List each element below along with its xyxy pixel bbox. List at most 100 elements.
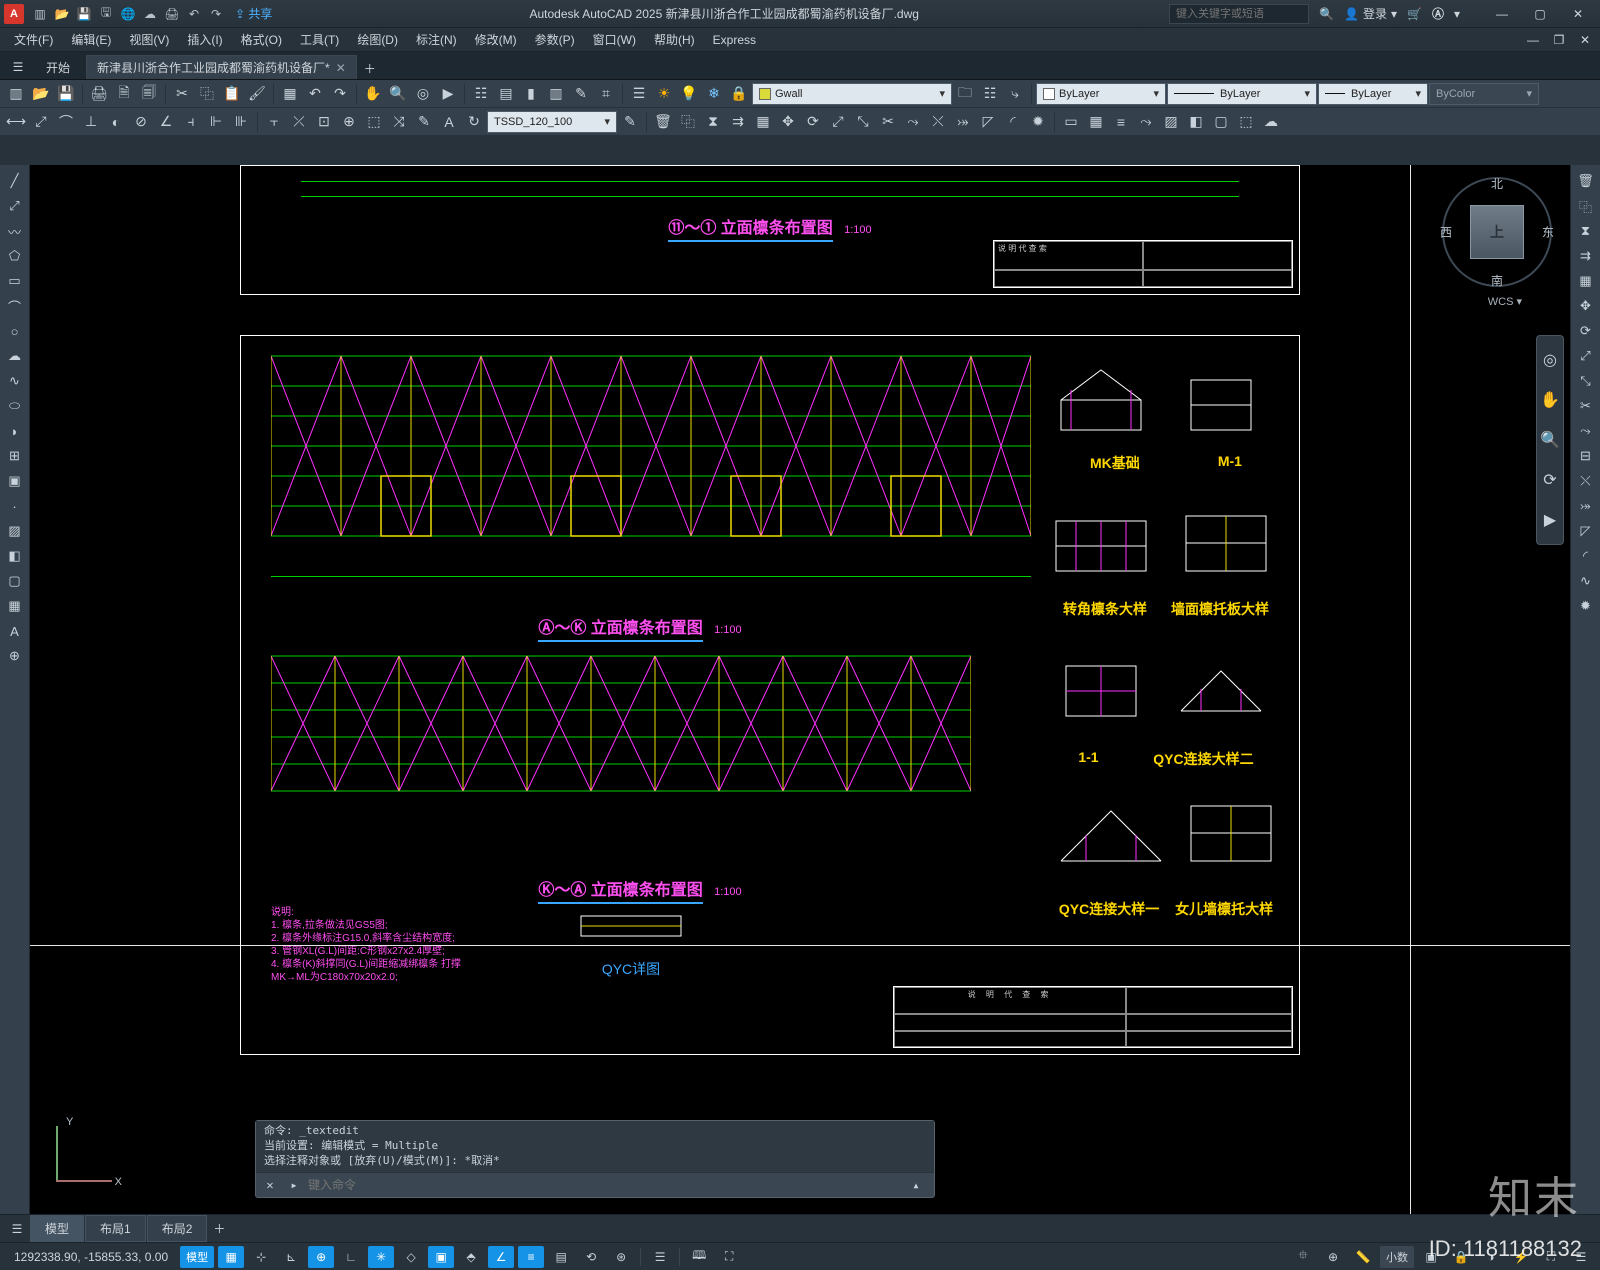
viewcube-east[interactable]: 东: [1542, 224, 1554, 241]
tb-plot-icon[interactable]: 🖨: [87, 82, 111, 106]
menu-file[interactable]: 文件(F): [6, 28, 61, 51]
tb-tolerance-icon[interactable]: ⊡: [312, 110, 336, 134]
viewcube-top[interactable]: 上: [1470, 205, 1524, 259]
rt-stretch-icon[interactable]: ⤡: [1573, 369, 1599, 393]
rt-explode-icon[interactable]: ✹: [1573, 594, 1599, 618]
help-dropdown-icon[interactable]: ▾: [1454, 7, 1460, 21]
tab-start[interactable]: 开始: [32, 55, 84, 79]
tb-light-icon[interactable]: 💡: [677, 82, 701, 106]
search-icon[interactable]: 🔍: [1319, 7, 1334, 21]
tb-explode-icon[interactable]: ✹: [1026, 110, 1050, 134]
status-annomonitor-icon[interactable]: ⊕: [1320, 1246, 1346, 1268]
rt-rotate-icon[interactable]: ⟳: [1573, 319, 1599, 343]
menu-insert[interactable]: 插入(I): [179, 28, 230, 51]
rt-mirror-icon[interactable]: ⧗: [1573, 219, 1599, 243]
tb-layer-prop-icon[interactable]: ☰: [627, 82, 651, 106]
tb-stretch-icon[interactable]: ⤡: [851, 110, 875, 134]
lt-line-icon[interactable]: ╱: [2, 169, 28, 193]
color-control[interactable]: ByLayer ▾: [1036, 83, 1166, 105]
lt-mtext-icon[interactable]: A: [2, 619, 28, 643]
menu-tools[interactable]: 工具(T): [292, 28, 347, 51]
status-snap-icon[interactable]: ⊹: [248, 1246, 274, 1268]
doc-restore-icon[interactable]: ❐: [1550, 31, 1568, 49]
doc-close-icon[interactable]: ✕: [1576, 31, 1594, 49]
tb-join-icon[interactable]: ⤖: [951, 110, 975, 134]
lt-spline-icon[interactable]: ∿: [2, 369, 28, 393]
close-button[interactable]: ✕: [1560, 2, 1596, 26]
tb-dim-base-icon[interactable]: ⊩: [204, 110, 228, 134]
menu-parametric[interactable]: 参数(P): [527, 28, 583, 51]
tb-dim-ang-icon[interactable]: ∠: [154, 110, 178, 134]
tb-freeze-icon[interactable]: ❄: [702, 82, 726, 106]
tb-dimbreak-icon[interactable]: ⤫: [287, 110, 311, 134]
status-decimal[interactable]: 小数: [1380, 1246, 1414, 1268]
status-annomon-icon[interactable]: ⊛: [608, 1246, 634, 1268]
layout-tab-2[interactable]: 布局2: [147, 1215, 208, 1242]
status-coords[interactable]: 1292338.90, -15855.33, 0.00: [6, 1250, 176, 1264]
tb-fillet-icon[interactable]: ◜: [1001, 110, 1025, 134]
status-polar-icon[interactable]: ✳: [368, 1246, 394, 1268]
menu-draw[interactable]: 绘图(D): [349, 28, 406, 51]
qat-save-icon[interactable]: 💾: [74, 4, 94, 24]
lt-rect-icon[interactable]: ▭: [2, 269, 28, 293]
qat-openweb-icon[interactable]: 🌐: [118, 4, 138, 24]
qat-saveas-icon[interactable]: 🖫: [96, 4, 116, 24]
status-custom-icon[interactable]: ☰: [1568, 1246, 1594, 1268]
tb-hatch-icon[interactable]: ▨: [1159, 110, 1183, 134]
tb-wipeout-icon[interactable]: ⬚: [1234, 110, 1258, 134]
tb-table-icon[interactable]: ▦: [1084, 110, 1108, 134]
qat-saveweb-icon[interactable]: ☁: [140, 4, 160, 24]
tb-sun-icon[interactable]: ☀: [652, 82, 676, 106]
tb-move-icon[interactable]: ✥: [776, 110, 800, 134]
tb-dim-arc-icon[interactable]: ⌒: [54, 110, 78, 134]
lt-gradient-icon[interactable]: ◧: [2, 544, 28, 568]
status-annoscale-icon[interactable]: 🕮: [686, 1246, 712, 1268]
menu-help[interactable]: 帮助(H): [646, 28, 703, 51]
tb-dimstyle-icon[interactable]: ✎: [618, 110, 642, 134]
menu-dimension[interactable]: 标注(N): [408, 28, 465, 51]
status-hardware-icon[interactable]: ⚡: [1508, 1246, 1534, 1268]
tb-rotate-icon[interactable]: ⟳: [801, 110, 825, 134]
status-cycle-icon[interactable]: ⟲: [578, 1246, 604, 1268]
tb-multiline-icon[interactable]: ≡: [1109, 110, 1133, 134]
lt-region-icon[interactable]: ▢: [2, 569, 28, 593]
tb-redo-icon[interactable]: ↷: [328, 82, 352, 106]
rt-fillet-icon[interactable]: ◜: [1573, 544, 1599, 568]
ucs-icon[interactable]: YX: [48, 1120, 118, 1190]
tb-scale-icon[interactable]: ⤢: [826, 110, 850, 134]
tb-array-icon[interactable]: ▦: [751, 110, 775, 134]
tb-pline-icon[interactable]: ⤳: [1134, 110, 1158, 134]
lt-point-icon[interactable]: ·: [2, 494, 28, 518]
tb-chamfer-icon[interactable]: ◸: [976, 110, 1000, 134]
rt-trim-icon[interactable]: ✂: [1573, 394, 1599, 418]
wcs-label[interactable]: WCS ▾: [1488, 295, 1522, 308]
status-model[interactable]: 模型: [180, 1246, 214, 1268]
qat-share-icon[interactable]: ⇪ 共享: [228, 4, 279, 24]
command-line[interactable]: 命令: _textedit 当前设置: 编辑模式 = Multiple 选择注释…: [255, 1120, 935, 1198]
minimize-button[interactable]: —: [1484, 2, 1520, 26]
viewcube-south[interactable]: 南: [1491, 272, 1503, 289]
lt-table-icon[interactable]: ▦: [2, 594, 28, 618]
rt-offset-icon[interactable]: ⇉: [1573, 244, 1599, 268]
tb-dimtedit-icon[interactable]: A: [437, 110, 461, 134]
status-cleanscreen-icon[interactable]: ⛶: [1538, 1246, 1564, 1268]
status-ws-icon[interactable]: ⯐: [1290, 1246, 1316, 1268]
tb-undo-icon[interactable]: ↶: [303, 82, 327, 106]
rt-break-icon[interactable]: ⤬: [1573, 469, 1599, 493]
nav-orbit-icon[interactable]: ⟳: [1537, 460, 1563, 500]
menu-view[interactable]: 视图(V): [121, 28, 177, 51]
tb-publish-icon[interactable]: 🗐: [137, 82, 161, 106]
tb-region-icon[interactable]: ▭: [1059, 110, 1083, 134]
status-grid-icon[interactable]: ▦: [218, 1246, 244, 1268]
tb-quickcalc-icon[interactable]: ⌗: [594, 82, 618, 106]
tb-dimspace-icon[interactable]: ⫟: [262, 110, 286, 134]
tb-dim-ord-icon[interactable]: ⊥: [79, 110, 103, 134]
command-input[interactable]: [308, 1178, 906, 1192]
lt-revcloud-icon[interactable]: ☁: [2, 344, 28, 368]
tb-dim-quick-icon[interactable]: ⫞: [179, 110, 203, 134]
nav-pan-icon[interactable]: ✋: [1537, 380, 1563, 420]
tb-dim-aligned-icon[interactable]: ⤢: [29, 110, 53, 134]
status-iso-icon[interactable]: ◇: [398, 1246, 424, 1268]
tb-layerstate-icon[interactable]: ☷: [978, 82, 1002, 106]
tb-zoom-icon[interactable]: 🔍: [386, 82, 410, 106]
